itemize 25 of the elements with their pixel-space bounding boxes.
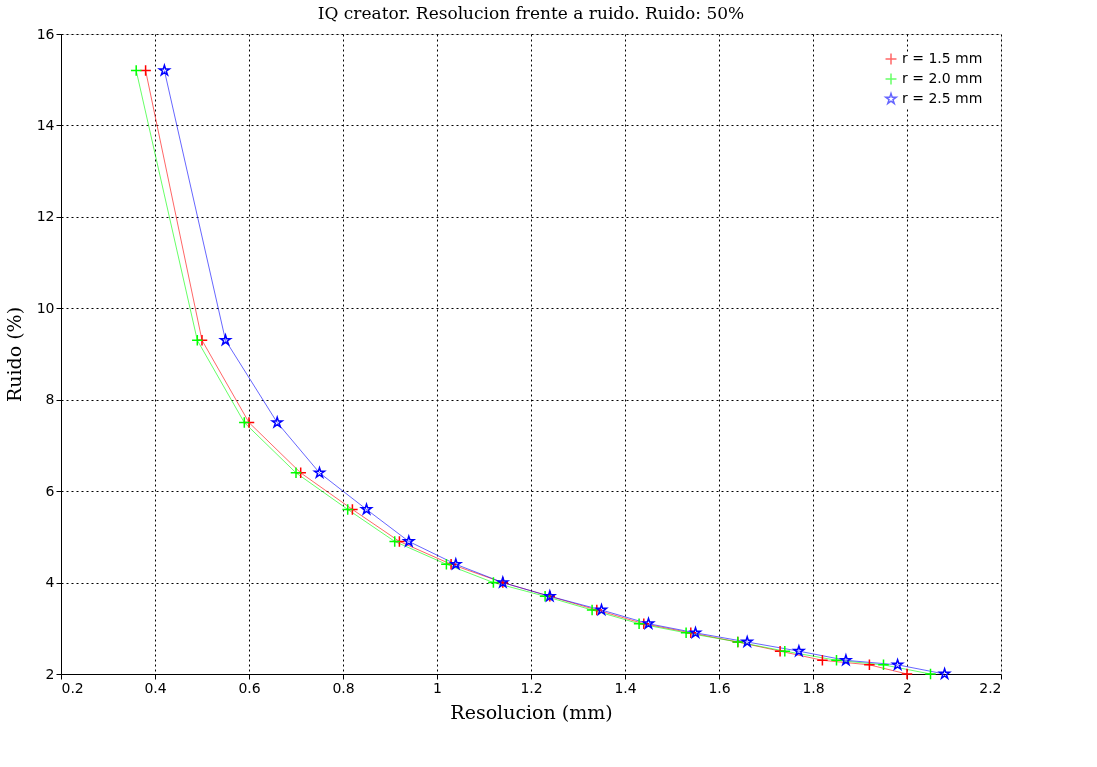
x-tick-label: 0.4 xyxy=(144,679,167,696)
x-tick-label: 2.2 xyxy=(979,679,1002,696)
y-axis-title: Ruido (%) xyxy=(2,306,25,403)
x-tick-label: 1.2 xyxy=(520,679,543,696)
x-axis-title: Resolucion (mm) xyxy=(450,700,613,723)
x-tick-label: 0.6 xyxy=(238,679,261,696)
x-tick-label: 2 xyxy=(903,679,912,696)
y-tick-label: 12 xyxy=(36,208,55,225)
x-tick-label: 1.6 xyxy=(708,679,731,696)
x-tick-label: 0.8 xyxy=(332,679,355,696)
y-tick-label: 4 xyxy=(45,574,55,591)
x-tick-label: 1.8 xyxy=(802,679,825,696)
x-tick-label: 1 xyxy=(433,679,442,696)
y-tick-label: 10 xyxy=(36,299,55,316)
legend-label: r = 2.0 mm xyxy=(902,70,983,86)
x-tick-label: 1.4 xyxy=(614,679,637,696)
y-tick-label: 6 xyxy=(45,482,55,499)
legend-label: r = 2.5 mm xyxy=(902,90,983,106)
chart-title: IQ creator. Resolucion frente a ruido. Ruido: 50% xyxy=(317,3,745,23)
y-tick-label: 8 xyxy=(45,391,55,408)
legend-label: r = 1.5 mm xyxy=(902,50,983,66)
y-tick-label: 16 xyxy=(36,25,55,42)
y-tick-label: 14 xyxy=(36,116,55,133)
x-tick-label: 0.2 xyxy=(61,679,84,696)
y-tick-label: 2 xyxy=(45,665,55,682)
